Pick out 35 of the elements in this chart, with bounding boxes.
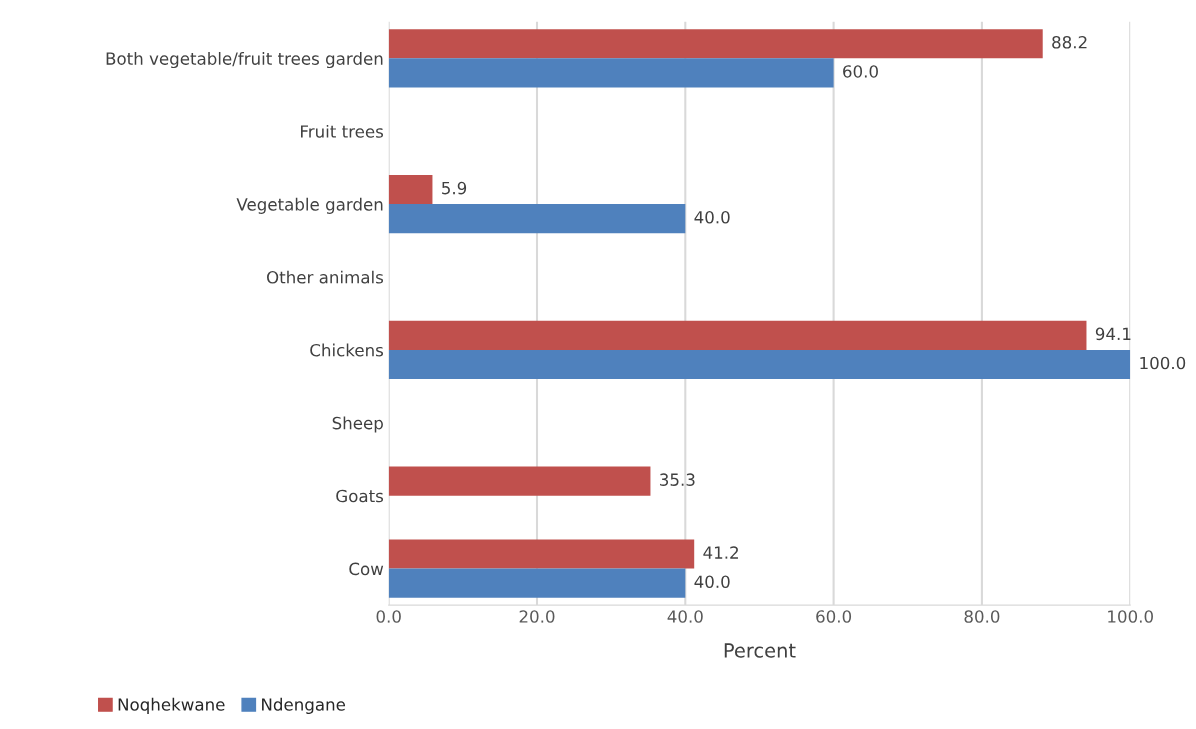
data-label: 100.0 <box>1140 356 1186 370</box>
bar <box>388 349 1131 380</box>
bar <box>388 539 695 569</box>
data-label: 40.0 <box>694 210 730 224</box>
y-tick-label: Other animals <box>266 270 384 284</box>
y-tick-label: Sheep <box>332 416 383 433</box>
y-tick-label: Vegetable garden <box>236 197 383 214</box>
x-tick-label: 60.0 <box>816 610 852 623</box>
y-tick-label: Cow <box>349 562 384 576</box>
y-tick-label: Goats <box>336 489 384 503</box>
data-label: 88.2 <box>1052 35 1087 49</box>
x-tick-label: 100.0 <box>1108 610 1153 623</box>
bar <box>388 204 686 234</box>
y-tick-label: Fruit trees <box>301 124 384 138</box>
data-label: 35.3 <box>660 473 695 486</box>
legend-label: Ndengane <box>262 697 346 714</box>
data-label: 60.0 <box>843 65 878 78</box>
x-tick-label: 40.0 <box>667 610 703 623</box>
data-label: 5.9 <box>442 181 467 195</box>
bar <box>388 466 651 496</box>
bar <box>388 320 1087 350</box>
data-label: 41.2 <box>703 546 738 559</box>
y-tick-label: Chickens <box>310 343 384 357</box>
legend-label: Noqhekwane <box>118 697 225 714</box>
bar <box>388 58 834 88</box>
x-tick-label: 80.0 <box>964 610 1000 623</box>
x-tick-label: 20.0 <box>519 610 555 623</box>
x-tick-label: 0.0 <box>376 610 401 623</box>
x-axis-title: Percent <box>724 643 796 658</box>
bar <box>388 174 433 205</box>
data-label: 94.1 <box>1095 327 1131 341</box>
data-label: 40.0 <box>694 575 730 589</box>
bar <box>388 29 1043 59</box>
bar <box>388 568 686 598</box>
y-tick-label: Both vegetable/fruit trees garden <box>106 51 383 69</box>
